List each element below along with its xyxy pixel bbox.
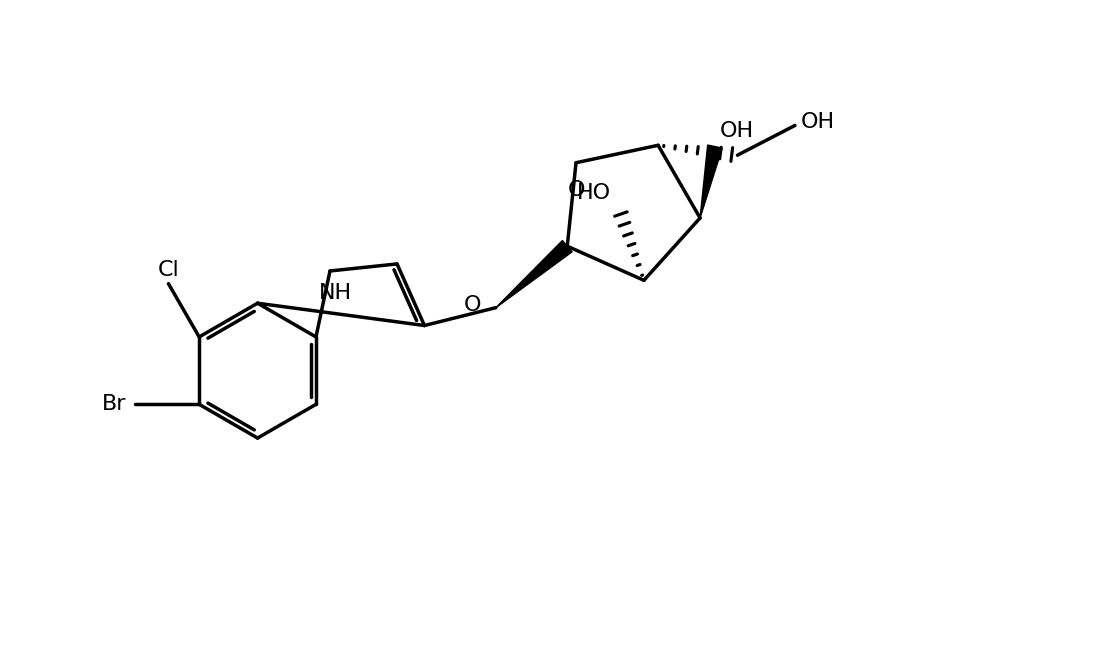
Text: O: O bbox=[464, 295, 481, 315]
Polygon shape bbox=[700, 145, 722, 218]
Polygon shape bbox=[496, 241, 572, 308]
Text: HO: HO bbox=[577, 183, 612, 203]
Text: Br: Br bbox=[103, 394, 126, 415]
Text: OH: OH bbox=[800, 112, 835, 133]
Text: Cl: Cl bbox=[158, 260, 179, 279]
Text: NH: NH bbox=[319, 283, 351, 303]
Text: O: O bbox=[567, 180, 585, 199]
Text: OH: OH bbox=[720, 121, 754, 140]
